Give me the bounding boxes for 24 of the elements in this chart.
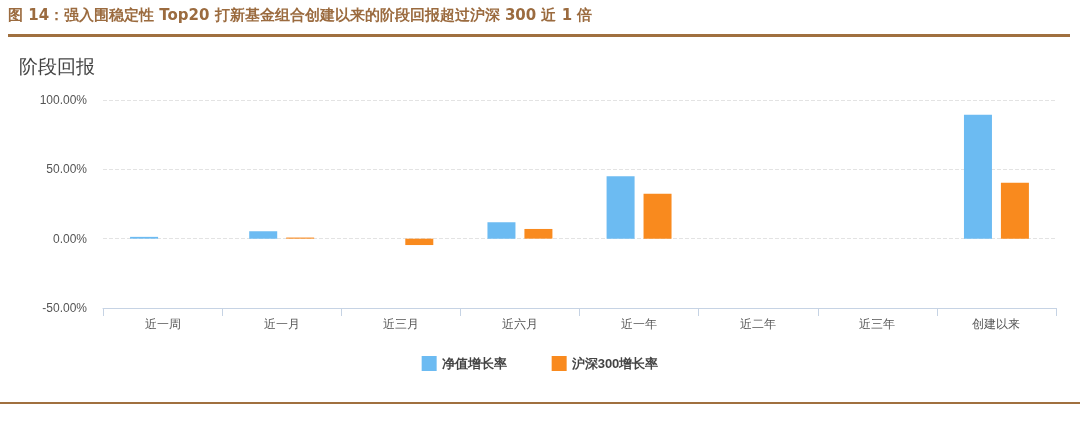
legend-label: 沪深300增长率 [570,356,659,371]
x-tick-label: 近三月 [382,317,419,331]
x-tick-label: 近二年 [740,317,777,331]
y-tick-label: 50.00% [46,162,88,177]
x-tick-label: 近一年 [621,317,658,331]
bar [963,114,992,239]
bar [643,193,672,239]
legend-label: 净值增长率 [441,356,507,371]
y-tick-label: -50.00% [42,301,88,315]
bar [487,222,516,239]
bar [249,231,278,239]
x-tick-label: 近三年 [859,317,896,331]
y-tick-label: 0.00% [52,231,88,246]
x-tick-label: 创建以来 [972,317,1021,331]
chart-title: 图 14：强入围稳定性 Top20 打新基金组合创建以来的阶段回报超过沪深 300 近 1 倍 [8,6,593,25]
bar [524,228,553,239]
bar [405,238,434,246]
x-tick-label: 近六月 [501,317,538,331]
bar [1000,182,1029,239]
x-tick-label: 近一周 [144,317,181,331]
chart-subtitle: 阶段回报 [19,56,95,77]
bar [606,176,635,239]
x-tick-label: 近一月 [263,317,300,331]
y-tick-label: 100.00% [39,93,88,107]
